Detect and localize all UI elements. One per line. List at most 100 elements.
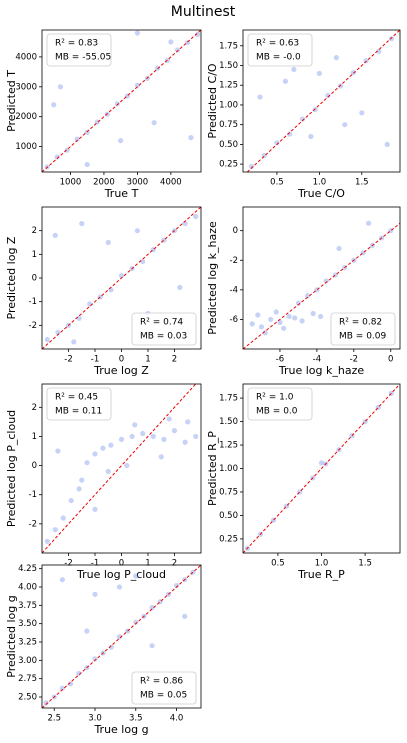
point <box>140 258 146 265</box>
y-tick-label: 1.00 <box>219 100 238 110</box>
x-tick-label: 1.0 <box>315 559 329 569</box>
annotation: R² = 0.45 <box>55 393 98 403</box>
point <box>114 101 120 107</box>
axes-frame <box>242 206 401 350</box>
figure-title: Multinest <box>171 4 236 20</box>
annotation: R² = 0.82 <box>339 318 382 328</box>
y-tick-label: 1.75 <box>219 41 238 51</box>
point <box>173 582 180 589</box>
point <box>376 48 382 54</box>
axes-frame <box>242 29 401 173</box>
point <box>363 58 369 64</box>
point <box>261 152 267 159</box>
y-tick-label: 1.75 <box>219 394 238 404</box>
point <box>57 84 64 90</box>
identity-line <box>42 565 201 708</box>
plot-area <box>42 207 201 349</box>
y-axis-label: Predicted log g <box>5 595 18 677</box>
identity-line <box>243 222 400 349</box>
x-axis-label: True T <box>104 187 139 200</box>
point <box>193 433 199 440</box>
point <box>168 39 174 45</box>
annotation-box <box>131 671 197 705</box>
point <box>44 336 50 343</box>
y-axis-label: Predicted log Z <box>5 236 18 319</box>
axes-frame <box>41 564 202 709</box>
x-tick-label: 0 <box>119 559 124 569</box>
x-tick-label: 3000 <box>127 178 149 188</box>
x-tick-label: 2.5 <box>47 714 61 724</box>
point <box>92 451 98 457</box>
y-tick-label: 3000 <box>15 82 37 92</box>
point <box>76 315 82 321</box>
point <box>118 138 124 144</box>
point <box>166 416 172 422</box>
y-tick-label: 2.50 <box>18 693 37 703</box>
point <box>79 477 85 483</box>
y-tick-label: -2 <box>230 256 238 266</box>
x-tick-label: 1.5 <box>358 559 372 569</box>
point <box>52 232 58 238</box>
annotation-box <box>247 387 313 421</box>
point <box>299 318 305 324</box>
x-tick-label: 1 <box>145 355 150 365</box>
plot-area <box>246 30 400 172</box>
point <box>76 486 82 492</box>
point <box>161 436 167 442</box>
annotation: MB = 0.05 <box>140 691 187 701</box>
point <box>118 436 125 442</box>
point <box>108 442 114 448</box>
y-tick-label: 1.50 <box>219 61 238 71</box>
y-axis-label: Predicted R_P <box>206 431 219 506</box>
point <box>79 220 85 227</box>
annotation: MB = 0.0 <box>256 407 298 417</box>
point <box>118 273 125 279</box>
y-tick-label: -6 <box>230 315 238 325</box>
point <box>366 220 372 226</box>
point <box>323 278 329 284</box>
point <box>129 433 135 440</box>
point <box>316 70 322 76</box>
y-tick-label: 4000 <box>15 52 37 62</box>
x-axis-label: True C/O <box>297 187 345 200</box>
annotation: R² = 1.0 <box>256 393 294 403</box>
point <box>310 310 316 317</box>
y-tick-label: 2000 <box>15 112 37 122</box>
x-axis-label: True log k_haze <box>278 364 364 377</box>
point <box>317 313 324 320</box>
y-tick-label: 3.00 <box>18 656 37 666</box>
x-axis-label: True log Z <box>93 364 149 377</box>
point <box>182 613 188 619</box>
identity-line <box>42 207 201 349</box>
point <box>273 309 279 315</box>
y-tick-label: 0.25 <box>219 160 238 170</box>
point <box>55 448 61 454</box>
y-tick-label: 1000 <box>15 142 37 152</box>
y-tick-label: 2.75 <box>18 674 37 684</box>
point <box>51 102 57 108</box>
point <box>43 700 49 706</box>
point <box>171 428 178 434</box>
x-tick-label: 4000 <box>160 178 182 188</box>
y-tick-label: 0.75 <box>219 487 238 497</box>
x-tick-label: 2 <box>172 355 177 365</box>
point <box>149 643 155 649</box>
x-tick-label: 3.0 <box>88 714 102 724</box>
y-tick-label: 4.25 <box>18 564 37 574</box>
x-axis-label: True log g <box>93 723 148 736</box>
point <box>350 70 356 76</box>
point <box>182 439 188 445</box>
point <box>92 656 98 662</box>
axes-frame <box>41 29 202 173</box>
point <box>193 213 199 220</box>
x-tick-label: 1 <box>145 559 150 569</box>
point <box>87 301 93 307</box>
point <box>337 83 344 89</box>
y-tick-label: 4.00 <box>18 583 37 593</box>
point <box>71 339 77 345</box>
point <box>185 419 191 425</box>
point <box>158 454 164 460</box>
y-tick-label: 3.75 <box>18 601 37 611</box>
point <box>248 163 255 170</box>
y-tick-label: 1.25 <box>219 81 238 91</box>
